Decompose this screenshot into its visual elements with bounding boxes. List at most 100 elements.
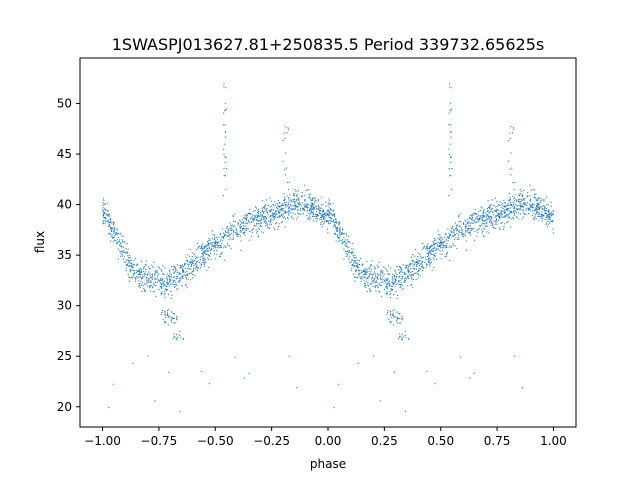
- data-point: [512, 204, 515, 206]
- data-point: [104, 222, 106, 224]
- data-point: [230, 226, 232, 228]
- data-point: [266, 210, 268, 212]
- data-point: [545, 222, 548, 224]
- data-point: [487, 210, 489, 212]
- data-point: [440, 246, 442, 248]
- data-point: [393, 282, 395, 285]
- data-point: [403, 281, 405, 283]
- data-point: [486, 218, 488, 220]
- data-point: [267, 227, 269, 229]
- data-point: [315, 216, 318, 218]
- data-point: [258, 208, 260, 210]
- data-point: [398, 272, 400, 274]
- data-point: [277, 210, 280, 212]
- data-point: [417, 273, 420, 275]
- data-point: [297, 216, 299, 218]
- data-point: [363, 280, 365, 282]
- data-point: [495, 210, 497, 213]
- data-point: [282, 160, 284, 162]
- data-point: [242, 227, 244, 229]
- data-point: [303, 203, 305, 205]
- data-point: [127, 265, 129, 267]
- data-point: [389, 320, 391, 322]
- data-point: [140, 271, 143, 273]
- data-point: [160, 277, 162, 279]
- data-point: [301, 192, 303, 194]
- data-point: [543, 208, 545, 210]
- data-point: [497, 212, 499, 214]
- data-point: [160, 313, 163, 315]
- data-point: [170, 279, 172, 281]
- data-point: [483, 223, 485, 225]
- data-point: [435, 239, 437, 241]
- data-point: [161, 291, 163, 293]
- data-point: [511, 167, 513, 169]
- data-point: [218, 241, 220, 243]
- data-point: [548, 204, 550, 206]
- data-point: [283, 192, 285, 195]
- data-point: [451, 227, 453, 229]
- data-point: [333, 222, 335, 224]
- data-point: [518, 194, 520, 197]
- data-point: [394, 278, 396, 280]
- data-point: [342, 239, 344, 241]
- data-point: [131, 267, 133, 269]
- data-point: [278, 226, 280, 228]
- data-point: [402, 276, 404, 278]
- data-point: [353, 262, 355, 264]
- data-point: [210, 249, 212, 251]
- data-point: [473, 220, 475, 222]
- data-point: [543, 214, 545, 217]
- data-point: [339, 226, 341, 228]
- data-point: [115, 233, 117, 236]
- data-point: [221, 251, 223, 253]
- data-point: [332, 214, 334, 216]
- data-point: [429, 263, 431, 265]
- data-point: [518, 218, 520, 220]
- data-point: [164, 296, 166, 299]
- data-point: [125, 252, 127, 254]
- data-point: [535, 210, 537, 212]
- data-point: [551, 211, 553, 213]
- data-point: [521, 387, 524, 389]
- data-point: [128, 280, 130, 282]
- data-point: [176, 319, 178, 321]
- data-point: [264, 205, 266, 207]
- data-point: [225, 167, 228, 170]
- data-point: [201, 249, 203, 251]
- data-point: [179, 280, 181, 282]
- data-point: [194, 268, 196, 270]
- data-point: [373, 266, 375, 268]
- data-point: [548, 218, 550, 220]
- data-point: [160, 269, 162, 271]
- data-point: [346, 253, 348, 256]
- data-point: [431, 269, 433, 271]
- data-point: [119, 250, 121, 252]
- data-point: [477, 232, 479, 234]
- data-point: [315, 211, 318, 213]
- data-point: [184, 271, 186, 273]
- data-point: [468, 217, 470, 219]
- data-point: [411, 274, 413, 276]
- data-point: [445, 240, 447, 242]
- data-point: [284, 126, 286, 128]
- data-point: [225, 108, 227, 110]
- data-point: [318, 209, 321, 211]
- data-point: [215, 236, 217, 238]
- data-point: [512, 211, 514, 213]
- data-point: [472, 222, 474, 224]
- data-point: [428, 255, 430, 257]
- data-point: [214, 247, 216, 249]
- data-point: [228, 239, 230, 241]
- data-point: [509, 216, 511, 218]
- data-point: [242, 225, 245, 227]
- data-point: [379, 278, 381, 280]
- data-point: [405, 277, 407, 279]
- data-point: [488, 216, 490, 218]
- data-point: [223, 83, 225, 85]
- data-point: [177, 336, 179, 338]
- data-point: [118, 233, 120, 235]
- data-point: [216, 243, 219, 245]
- data-point: [232, 238, 234, 240]
- data-point: [297, 190, 300, 192]
